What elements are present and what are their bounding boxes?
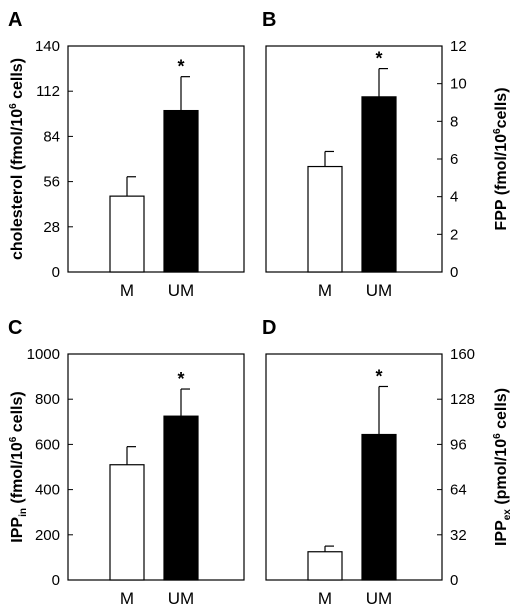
bar-um bbox=[163, 415, 199, 581]
bar-m bbox=[307, 165, 343, 273]
y-title-superscript: 6 bbox=[8, 436, 19, 442]
panel-c: C 0 200 400 600 800 1000 M * UM IPPin (fmol/106 ce… bbox=[8, 317, 245, 608]
panel-label: C bbox=[8, 317, 22, 339]
category-label: UM bbox=[366, 281, 392, 300]
category-label: UM bbox=[366, 589, 392, 608]
panel-label: B bbox=[262, 9, 276, 31]
y-tick-label: 600 bbox=[35, 436, 60, 453]
y-tick-label: 64 bbox=[450, 482, 467, 499]
y-axis-title: cholesterol (fmol/106 cells) bbox=[8, 58, 26, 260]
y-title-text: cells) bbox=[493, 87, 510, 128]
y-tick-label: 6 bbox=[450, 151, 458, 168]
y-tick-label: 140 bbox=[35, 38, 60, 55]
category-label: UM bbox=[168, 281, 194, 300]
y-tick-label: 28 bbox=[43, 219, 60, 236]
significance-mark: * bbox=[375, 49, 382, 69]
category-label: M bbox=[318, 589, 332, 608]
bar-m bbox=[109, 195, 145, 273]
y-axis-title: IPPin (fmol/106 cells) bbox=[8, 391, 29, 542]
plot-frame bbox=[265, 45, 443, 273]
y-title-main: IPP bbox=[493, 520, 510, 546]
y-tick-label: 800 bbox=[35, 391, 60, 408]
y-tick-label: 0 bbox=[52, 264, 60, 281]
significance-mark: * bbox=[177, 57, 184, 77]
y-tick-label: 1000 bbox=[27, 346, 60, 363]
y-tick-label: 0 bbox=[52, 572, 60, 589]
y-tick-label: 0 bbox=[450, 572, 458, 589]
bar-m bbox=[109, 464, 145, 581]
y-tick-label: 56 bbox=[43, 174, 60, 191]
y-title-main: IPP bbox=[9, 517, 26, 543]
y-tick-label: 200 bbox=[35, 527, 60, 544]
y-tick-label: 84 bbox=[43, 128, 60, 145]
y-tick-label: 12 bbox=[450, 38, 467, 55]
panel-d: D 0 32 64 96 128 160 M * UM IPPex (pmol/106 cells) bbox=[262, 317, 513, 608]
y-tick-label: 96 bbox=[450, 436, 467, 453]
significance-mark: * bbox=[375, 366, 382, 386]
y-tick-label: 0 bbox=[450, 264, 458, 281]
y-title-superscript: 6 bbox=[8, 103, 19, 109]
y-tick-label: 112 bbox=[36, 83, 60, 100]
bar-um bbox=[361, 433, 397, 581]
y-title-superscript: 6 bbox=[492, 433, 503, 439]
y-tick-label: 2 bbox=[450, 226, 458, 243]
y-title-superscript: 6 bbox=[492, 128, 503, 134]
y-tick-label: 10 bbox=[450, 76, 467, 93]
panel-a: A 0 28 56 84 112 140 M * UM cholesterol (fmol/106 … bbox=[8, 9, 245, 300]
category-label: M bbox=[318, 281, 332, 300]
plot-frame bbox=[265, 353, 443, 581]
y-tick-label: 32 bbox=[450, 527, 467, 544]
y-title-main: cholesterol (fmol/10 bbox=[9, 109, 26, 260]
y-tick-label: 8 bbox=[450, 113, 458, 130]
category-label: M bbox=[120, 589, 134, 608]
y-title-subscript: ex bbox=[502, 509, 513, 521]
panel-label: A bbox=[8, 9, 22, 31]
y-title-text: cells) bbox=[9, 391, 26, 436]
bar-m bbox=[307, 551, 343, 581]
y-tick-label: 4 bbox=[450, 189, 458, 206]
y-title-text: (fmol/10 bbox=[9, 442, 26, 508]
y-title-text: (pmol/10 bbox=[493, 439, 510, 509]
panel-label: D bbox=[262, 317, 276, 339]
y-axis-title: IPPex (pmol/106 cells) bbox=[492, 388, 513, 546]
y-tick-label: 160 bbox=[450, 346, 475, 363]
category-label: UM bbox=[168, 589, 194, 608]
y-title-text: cells) bbox=[9, 58, 26, 103]
significance-mark: * bbox=[177, 369, 184, 389]
category-label: M bbox=[120, 281, 134, 300]
plot-frame bbox=[67, 353, 245, 581]
bar-um bbox=[163, 109, 199, 273]
y-title-main: FPP (fmol/10 bbox=[493, 134, 510, 231]
bar-um bbox=[361, 96, 397, 273]
plot-frame bbox=[67, 45, 245, 273]
y-title-subscript: in bbox=[18, 508, 29, 517]
y-tick-label: 128 bbox=[450, 391, 475, 408]
y-axis-title: FPP (fmol/106cells) bbox=[492, 87, 510, 230]
y-title-text: cells) bbox=[493, 388, 510, 433]
y-tick-label: 400 bbox=[35, 482, 60, 499]
